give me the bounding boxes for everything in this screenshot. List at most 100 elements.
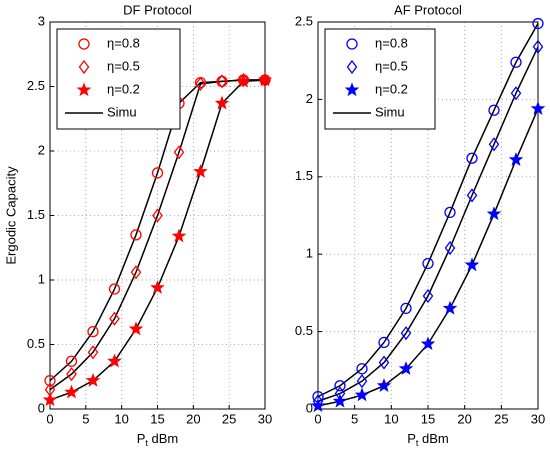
marker-diamond: [216, 74, 228, 89]
y-tick-label: 2: [38, 142, 45, 157]
marker-circle: [65, 355, 78, 367]
marker-star: [64, 384, 79, 399]
chart-title: AF Protocol: [394, 2, 462, 17]
marker-diamond: [466, 188, 478, 203]
marker-star: [193, 163, 208, 178]
marker-diamond: [66, 367, 77, 382]
marker-star: [332, 393, 348, 408]
x-axis-label-main: P: [137, 431, 146, 446]
marker-star: [85, 372, 101, 387]
legend-label: η=0.5: [107, 58, 140, 73]
marker-diamond: [422, 288, 434, 304]
legend-label: Simu: [375, 104, 405, 119]
marker-star: [257, 72, 273, 87]
marker-circle: [532, 17, 544, 30]
marker-star: [42, 392, 58, 407]
marker-circle: [488, 104, 500, 116]
y-tick-label: 0.5: [295, 323, 313, 338]
marker-star: [76, 82, 92, 97]
marker-diamond: [195, 76, 206, 92]
marker-circle: [151, 167, 164, 179]
marker-star: [508, 152, 524, 166]
y-tick-label: 3: [38, 13, 45, 28]
marker-diamond: [238, 72, 249, 88]
subplot: 0 5 10 15 20 25 30 0 0.5 1 1.5 2 2.5 AF Protocol Pt dB…: [295, 2, 546, 448]
marker-diamond: [130, 265, 142, 280]
y-tick-label: 1: [306, 246, 313, 261]
simu-line: [317, 23, 539, 398]
marker-circle: [346, 38, 358, 50]
marker-diamond: [510, 86, 522, 101]
marker-diamond: [378, 355, 390, 370]
x-axis-label-unit: dBm: [152, 431, 179, 446]
x-tick-label: 30: [531, 411, 545, 426]
marker-circle: [400, 302, 412, 315]
marker-circle: [444, 206, 456, 219]
marker-diamond: [173, 145, 185, 160]
x-tick-label: 20: [186, 411, 200, 426]
marker-diamond: [109, 311, 120, 326]
marker-star: [398, 361, 414, 375]
x-tick-label: 5: [351, 411, 358, 426]
x-tick-label: 0: [46, 411, 53, 426]
x-tick-label: 25: [222, 411, 236, 426]
marker-star: [214, 95, 230, 110]
plot-frame: [49, 21, 266, 410]
x-axis-label: Pt dBm: [137, 431, 179, 448]
marker-circle: [334, 380, 346, 392]
x-tick-label: 25: [494, 411, 508, 426]
marker-star: [530, 101, 546, 115]
marker-star: [442, 300, 458, 315]
marker-diamond: [346, 59, 358, 75]
marker-diamond: [488, 137, 500, 152]
marker-star: [310, 398, 326, 413]
marker-circle: [466, 152, 478, 164]
marker-star: [150, 280, 165, 294]
marker-star: [344, 82, 360, 97]
marker-circle: [130, 229, 142, 241]
marker-star: [171, 228, 187, 243]
y-tick-label: 0: [38, 400, 45, 415]
plot-frame: [317, 21, 539, 410]
marker-star: [420, 336, 436, 351]
x-tick-label: 0: [314, 411, 321, 426]
simu-line: [317, 46, 539, 402]
legend-label: η=0.5: [375, 58, 408, 73]
marker-star: [236, 73, 251, 88]
marker-diamond: [87, 345, 99, 360]
subplot: 0 5 10 15 20 25 30 0 0.5 1 1.5 2 2.5 3 DF Protocol Ergo…: [3, 2, 273, 448]
y-tick-label: 2.5: [295, 13, 313, 28]
simu-line: [49, 79, 265, 391]
x-tick-label: 10: [384, 411, 398, 426]
y-axis-label: Ergodic Capacity: [3, 166, 18, 265]
legend-label: η=0.2: [375, 81, 408, 96]
y-tick-label: 0: [306, 400, 313, 415]
x-tick-label: 30: [258, 411, 272, 426]
marker-diamond: [532, 39, 544, 54]
marker-circle: [44, 374, 56, 387]
marker-circle: [510, 56, 522, 68]
legend-label: η=0.8: [107, 35, 140, 50]
marker-circle: [108, 283, 121, 295]
y-tick-label: 1.5: [27, 207, 45, 222]
marker-star: [107, 353, 122, 368]
marker-diamond: [400, 326, 412, 341]
x-tick-label: 20: [457, 411, 471, 426]
marker-circle: [422, 257, 434, 270]
marker-star: [354, 387, 370, 402]
y-tick-label: 1: [38, 271, 45, 286]
y-tick-label: 2.5: [27, 78, 45, 93]
x-axis-label: Pt dBm: [407, 431, 449, 448]
marker-star: [128, 321, 144, 336]
x-tick-label: 10: [114, 411, 128, 426]
marker-diamond: [444, 240, 456, 256]
legend-label: Simu: [107, 104, 137, 119]
marker-circle: [87, 325, 99, 338]
marker-diamond: [152, 208, 163, 223]
y-tick-label: 2: [306, 91, 313, 106]
marker-diamond: [78, 59, 90, 75]
marker-diamond: [356, 374, 368, 389]
legend-label: η=0.2: [107, 81, 140, 96]
y-tick-label: 0.5: [27, 336, 45, 351]
x-tick-label: 15: [150, 411, 164, 426]
